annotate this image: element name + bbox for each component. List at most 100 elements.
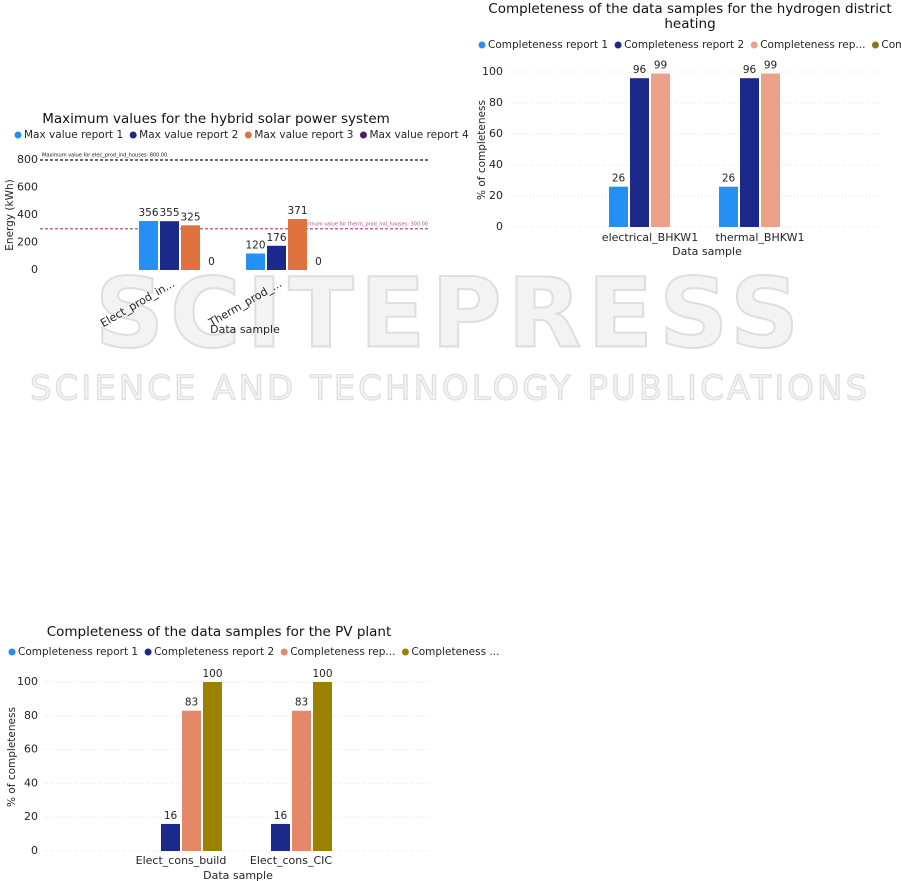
data-label: 325 [180, 211, 200, 223]
y-tick-label: 600 [17, 181, 38, 194]
x-axis-label: Data sample [210, 323, 280, 336]
bar [761, 73, 780, 227]
legend-label: Completeness report 2 [154, 646, 274, 658]
y-tick-label: 80 [24, 709, 38, 722]
bar [267, 245, 286, 270]
x-axis-label: Data sample [203, 869, 273, 881]
data-label: 26 [722, 173, 736, 185]
data-label: 120 [245, 240, 265, 252]
legend-label: Completeness ... [881, 39, 901, 51]
legend-label: Completeness ... [411, 646, 499, 658]
legend-marker [280, 648, 288, 656]
y-tick-label: 60 [489, 127, 503, 140]
data-label: 16 [164, 810, 178, 822]
legend-marker [614, 41, 622, 49]
y-tick-label: 0 [31, 263, 38, 276]
y-tick-label: 100 [482, 65, 503, 78]
bar [160, 221, 179, 270]
y-tick-label: 40 [489, 158, 503, 171]
bar [182, 710, 201, 851]
bar [246, 253, 265, 270]
watermark-title: SCITEPRESS [95, 257, 805, 369]
chart-title: Completeness of the data samples for the… [46, 624, 392, 640]
legend-marker [8, 648, 16, 656]
data-label: 356 [138, 207, 158, 219]
data-label: 371 [287, 205, 307, 217]
y-axis-label: Energy (kWh) [4, 179, 16, 250]
data-label: 99 [654, 60, 667, 72]
y-tick-label: 20 [489, 189, 503, 202]
data-label: 96 [633, 64, 647, 76]
legend-label: Max value report 1 [24, 129, 123, 141]
chart-title: Maximum values for the hybrid solar powe… [42, 111, 390, 127]
x-tick-label: Elect_prod_in... [98, 277, 177, 330]
x-axis-label: Data sample [672, 245, 742, 258]
y-tick-label: 60 [24, 743, 38, 756]
data-label: 83 [295, 697, 308, 709]
bar [271, 823, 290, 851]
legend-marker [14, 131, 22, 139]
y-tick-label: 80 [489, 96, 503, 109]
data-label: 0 [208, 256, 215, 268]
bar [630, 78, 649, 227]
x-tick-label: thermal_BHKW1 [716, 231, 805, 244]
legend-marker [871, 41, 879, 49]
y-tick-label: 100 [17, 675, 38, 688]
bar [161, 823, 180, 851]
reference-label: Maximum value for therm_prod_ind_houses:… [298, 221, 428, 227]
reference-label: Maximum value for elec_prod_ind_houses: … [42, 153, 167, 159]
legend-marker [401, 648, 409, 656]
y-tick-label: 400 [17, 208, 38, 221]
legend-label: Completeness report 2 [624, 39, 744, 51]
legend-marker [144, 648, 152, 656]
data-label: 176 [266, 232, 286, 244]
legend-label: Max value report 4 [369, 129, 468, 141]
y-tick-label: 800 [17, 153, 38, 166]
legend-marker [478, 41, 486, 49]
y-axis-label: % of completeness [6, 707, 18, 807]
bar [288, 218, 307, 270]
bar [609, 186, 628, 227]
y-tick-label: 40 [24, 776, 38, 789]
bar [203, 682, 222, 851]
bar [139, 221, 158, 270]
data-label: 99 [764, 60, 777, 72]
bar [292, 710, 311, 851]
bar [719, 186, 738, 227]
legend-marker [129, 131, 137, 139]
data-label: 26 [612, 173, 626, 185]
legend-marker [244, 131, 252, 139]
legend-label: Completeness rep... [290, 646, 395, 658]
y-tick-label: 0 [496, 220, 503, 233]
data-label: 96 [743, 64, 757, 76]
data-label: 100 [202, 668, 222, 680]
bar [651, 73, 670, 227]
legend-marker [750, 41, 758, 49]
legend-label: Completeness report 1 [488, 39, 608, 51]
bar [740, 78, 759, 227]
x-tick-label: electrical_BHKW1 [602, 231, 698, 244]
legend-marker [359, 131, 367, 139]
bar [181, 225, 200, 270]
data-label: 16 [274, 810, 288, 822]
watermark-subtitle: SCIENCE AND TECHNOLOGY PUBLICATIONS [30, 369, 870, 409]
y-tick-label: 0 [31, 844, 38, 857]
y-tick-label: 200 [17, 236, 38, 249]
y-tick-label: 20 [24, 810, 38, 823]
x-tick-label: Therm_prod_... [206, 277, 284, 330]
data-label: 100 [312, 668, 332, 680]
data-label: 0 [315, 256, 322, 268]
legend-label: Completeness rep... [760, 39, 865, 51]
x-tick-label: Elect_cons_CIC [250, 854, 333, 867]
legend-label: Max value report 3 [254, 129, 353, 141]
legend-label: Max value report 2 [139, 129, 238, 141]
x-tick-label: Elect_cons_build [136, 854, 227, 867]
data-label: 355 [159, 207, 179, 219]
bar [313, 682, 332, 851]
data-label: 83 [185, 697, 198, 709]
chart-title: Completeness of the data samples for the… [488, 1, 892, 32]
y-axis-label: % of completeness [476, 100, 488, 200]
